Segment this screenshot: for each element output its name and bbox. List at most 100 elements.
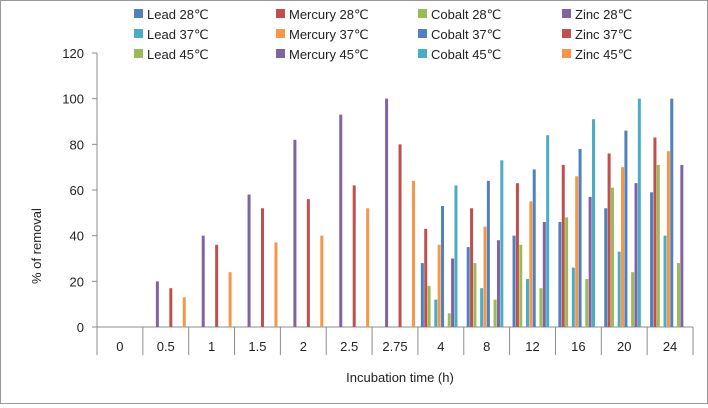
x-axis-title: Incubation time (h) <box>346 370 454 385</box>
bar <box>542 221 546 327</box>
legend-swatch <box>134 49 143 58</box>
legend-label: Lead 45℃ <box>147 47 209 62</box>
bar <box>610 187 614 327</box>
bar <box>539 288 543 327</box>
bar <box>470 208 474 327</box>
bar <box>546 135 550 327</box>
bar <box>621 167 625 327</box>
bar <box>525 279 529 327</box>
legend-label: Cobalt 28℃ <box>431 7 501 22</box>
legend-swatch <box>562 29 571 38</box>
legend-swatch <box>562 49 571 58</box>
bar <box>558 221 562 327</box>
y-tick-label: 100 <box>62 92 84 107</box>
y-tick-label: 0 <box>77 320 84 335</box>
bar <box>215 244 219 327</box>
bar <box>398 144 402 327</box>
bar <box>532 169 536 327</box>
bar <box>441 205 445 327</box>
bar <box>339 114 343 328</box>
bar <box>201 235 205 327</box>
bar <box>565 217 569 327</box>
legend-swatch <box>276 9 285 18</box>
bar <box>466 247 470 327</box>
bar <box>604 208 608 327</box>
bar <box>411 180 415 327</box>
bar <box>515 183 519 327</box>
bar <box>320 235 324 327</box>
x-tick-label: 0.5 <box>157 339 175 354</box>
bar <box>585 279 589 327</box>
bar <box>228 272 232 327</box>
bar <box>617 251 621 327</box>
y-tick-label: 60 <box>70 183 84 198</box>
bar <box>666 151 670 327</box>
bar <box>434 299 438 327</box>
bar <box>366 208 370 327</box>
bar <box>588 196 592 327</box>
bar <box>637 98 641 328</box>
bar <box>650 192 654 327</box>
bar <box>578 148 582 327</box>
bar <box>182 297 186 327</box>
bar <box>634 183 638 327</box>
x-tick-label: 24 <box>663 339 677 354</box>
x-tick-label: 2.5 <box>340 339 358 354</box>
y-tick-label: 120 <box>62 46 84 61</box>
bar <box>653 137 657 327</box>
x-tick-label: 12 <box>525 339 539 354</box>
bar <box>480 288 484 327</box>
bar <box>631 272 635 327</box>
x-tick-label: 8 <box>483 339 490 354</box>
bar <box>293 139 297 327</box>
bar <box>680 164 684 327</box>
bar <box>500 160 504 327</box>
bar <box>274 242 278 327</box>
bar <box>571 267 575 327</box>
bar <box>454 185 458 327</box>
bar <box>592 119 596 327</box>
bar <box>155 281 159 327</box>
bar <box>420 263 424 327</box>
legend-swatch <box>276 29 285 38</box>
x-tick-label: 2 <box>300 339 307 354</box>
bar <box>561 164 565 327</box>
y-axis-title: % of removal <box>29 208 44 284</box>
x-tick-label: 0 <box>116 339 123 354</box>
legend-label: Cobalt 37℃ <box>431 27 501 42</box>
bar <box>483 226 487 327</box>
bar <box>261 208 265 327</box>
legend-swatch <box>418 49 427 58</box>
bar <box>169 288 173 327</box>
legend-label: Zinc 45℃ <box>575 47 632 62</box>
legend-label: Mercury 28℃ <box>289 7 369 22</box>
y-tick-label: 80 <box>70 137 84 152</box>
bar <box>424 228 428 327</box>
x-tick-label: 4 <box>437 339 444 354</box>
bar <box>624 130 628 327</box>
bar <box>473 263 477 327</box>
x-axis: 0 0.5 1 1.5 2 2.5 2.75 4 8 12 16 20 24 <box>96 326 694 355</box>
bar <box>486 180 490 327</box>
bar <box>385 98 389 328</box>
bar <box>670 98 674 328</box>
bar <box>519 244 523 327</box>
bar <box>496 240 500 327</box>
bar <box>306 199 310 327</box>
y-axis: 0 20 40 60 80 100 120 <box>62 46 98 335</box>
bar-series-group <box>155 98 684 328</box>
x-tick-label: 1 <box>208 339 215 354</box>
bar <box>427 285 431 327</box>
legend-label: Cobalt 45℃ <box>431 47 501 62</box>
legend-label: Zinc 37℃ <box>575 27 632 42</box>
legend-label: Lead 37℃ <box>147 27 209 42</box>
x-tick-label: 2.75 <box>382 339 407 354</box>
legend-label: Mercury 37℃ <box>289 27 369 42</box>
legend-swatch <box>418 29 427 38</box>
y-tick-label: 20 <box>70 274 84 289</box>
legend-swatch <box>276 49 285 58</box>
x-tick-label: 16 <box>571 339 585 354</box>
x-tick-label: 1.5 <box>248 339 266 354</box>
